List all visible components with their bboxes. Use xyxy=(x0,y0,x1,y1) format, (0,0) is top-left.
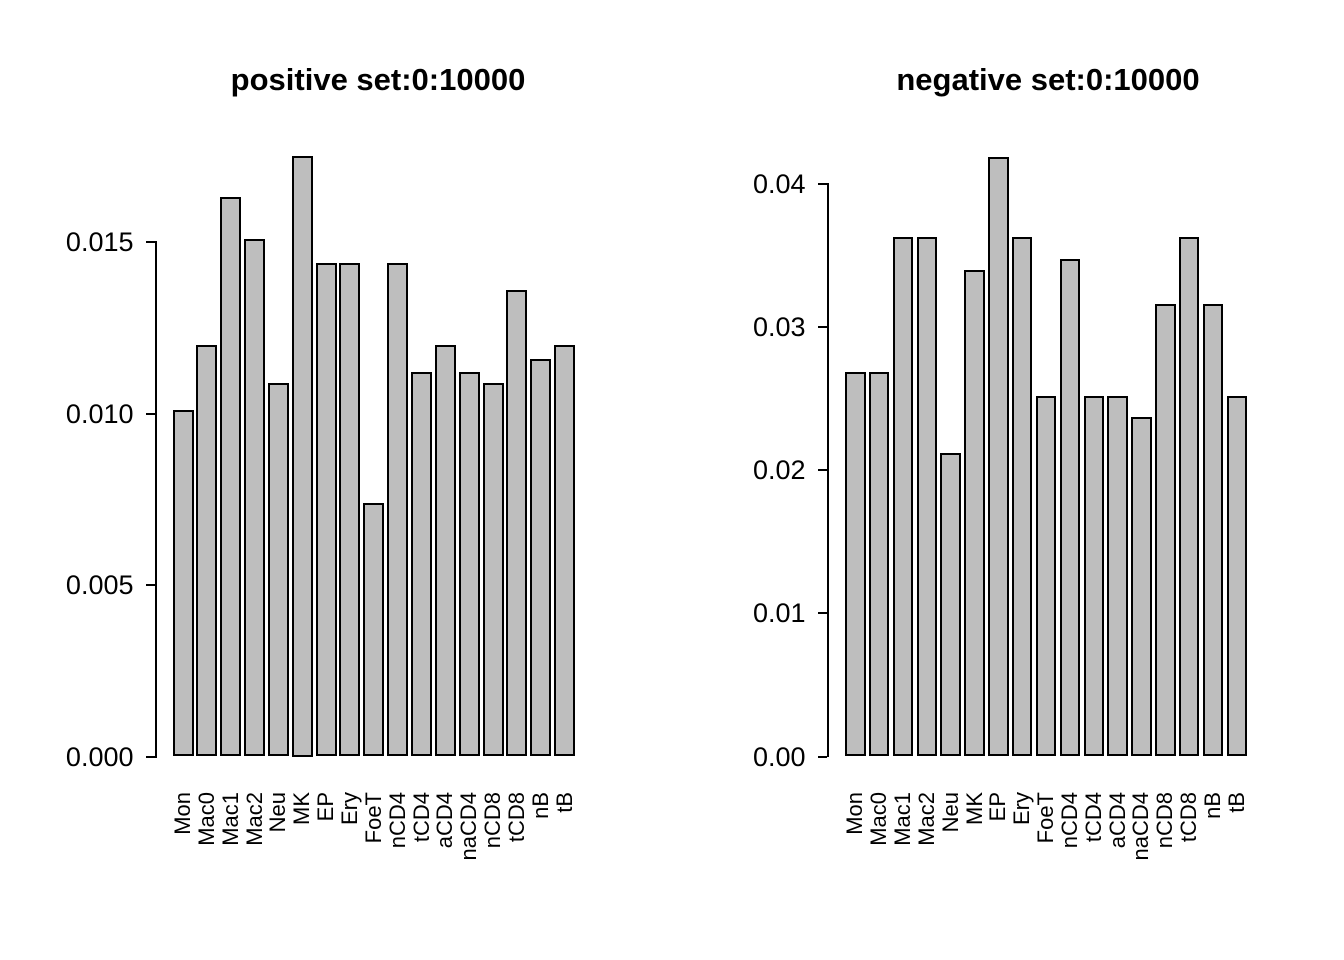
bar-Neu xyxy=(940,453,961,757)
bar-tCD4 xyxy=(1083,395,1104,757)
bar-Mon xyxy=(845,371,866,757)
bar-Ery xyxy=(1011,237,1033,757)
bar-nCD4 xyxy=(387,262,409,757)
x-axis-label: tCD4 xyxy=(1080,791,1106,842)
x-axis-label: naCD4 xyxy=(1128,791,1154,860)
y-axis-tick xyxy=(145,755,155,758)
y-axis-tick-label: 0.015 xyxy=(65,227,134,257)
bar-Mac1 xyxy=(220,197,242,757)
y-axis-tick xyxy=(817,612,827,615)
bar-tCD8 xyxy=(506,290,528,757)
y-axis-tick xyxy=(817,326,827,329)
bar-nB xyxy=(1202,304,1224,757)
chart-title: negative set:0:10000 xyxy=(896,62,1200,97)
x-axis-label: Mac0 xyxy=(866,791,892,846)
bar-Mac1 xyxy=(892,237,914,757)
x-axis-label: Mon xyxy=(842,791,868,835)
x-axis-label: tB xyxy=(1223,791,1249,813)
bar-aCD4 xyxy=(1107,395,1128,757)
bar-tB xyxy=(1226,395,1248,757)
bar-nCD8 xyxy=(482,382,504,757)
y-axis-tick xyxy=(817,469,827,472)
y-axis-line xyxy=(154,241,157,758)
y-axis-line xyxy=(826,183,829,758)
y-axis-tick-label: 0.04 xyxy=(752,169,806,200)
bar-Mac0 xyxy=(196,344,218,757)
y-axis-tick-label: 0.00 xyxy=(752,741,806,772)
y-axis-tick xyxy=(145,412,155,415)
bar-Mon xyxy=(172,410,194,757)
x-axis-label: nCD8 xyxy=(1152,791,1178,848)
bar-FoeT xyxy=(363,502,385,757)
bar-EP xyxy=(988,156,1009,757)
bar-tB xyxy=(554,344,576,757)
x-axis-label: aCD4 xyxy=(1104,791,1130,848)
bar-naCD4 xyxy=(1131,417,1152,757)
y-axis-tick xyxy=(817,183,827,186)
bar-nB xyxy=(530,358,552,757)
x-axis-label: MK xyxy=(961,791,987,825)
bar-Ery xyxy=(339,262,361,757)
bar-Mac0 xyxy=(868,371,890,757)
bar-naCD4 xyxy=(458,372,480,757)
y-axis-tick-label: 0.000 xyxy=(65,741,134,772)
y-axis-tick-label: 0.01 xyxy=(752,598,806,629)
bar-tCD4 xyxy=(411,372,432,757)
y-axis-tick-label: 0.03 xyxy=(752,312,806,343)
bar-Mac2 xyxy=(916,237,938,757)
x-axis-label: nCD4 xyxy=(1056,791,1082,848)
y-axis-tick xyxy=(145,584,155,586)
x-axis-label: Neu xyxy=(937,791,963,832)
bar-tCD8 xyxy=(1178,237,1200,757)
bar-Mac2 xyxy=(244,238,266,757)
bar-Neu xyxy=(267,382,289,757)
x-axis-label: EP xyxy=(985,791,1011,821)
bar-nCD8 xyxy=(1155,304,1176,757)
bar-FoeT xyxy=(1035,395,1057,757)
chart-title: positive set:0:10000 xyxy=(230,62,526,97)
bar-EP xyxy=(315,262,337,757)
y-axis-tick xyxy=(145,241,155,243)
bar-nCD4 xyxy=(1059,258,1081,757)
y-axis-tick-label: 0.02 xyxy=(752,455,806,486)
x-axis-label: nB xyxy=(1200,791,1225,819)
x-axis-label: Ery xyxy=(1009,791,1035,825)
bar-MK xyxy=(964,269,985,757)
x-axis-label: Mac1 xyxy=(889,791,915,846)
bar-aCD4 xyxy=(434,344,456,757)
x-axis-label: tCD8 xyxy=(1176,791,1202,842)
y-axis-tick-label: 0.010 xyxy=(65,398,134,429)
bar-MK xyxy=(291,156,313,757)
y-axis-tick xyxy=(817,755,827,758)
y-axis-tick-label: 0.005 xyxy=(65,570,134,600)
x-axis-label: FoeT xyxy=(1033,791,1059,843)
x-axis-label: Mac2 xyxy=(913,791,939,846)
